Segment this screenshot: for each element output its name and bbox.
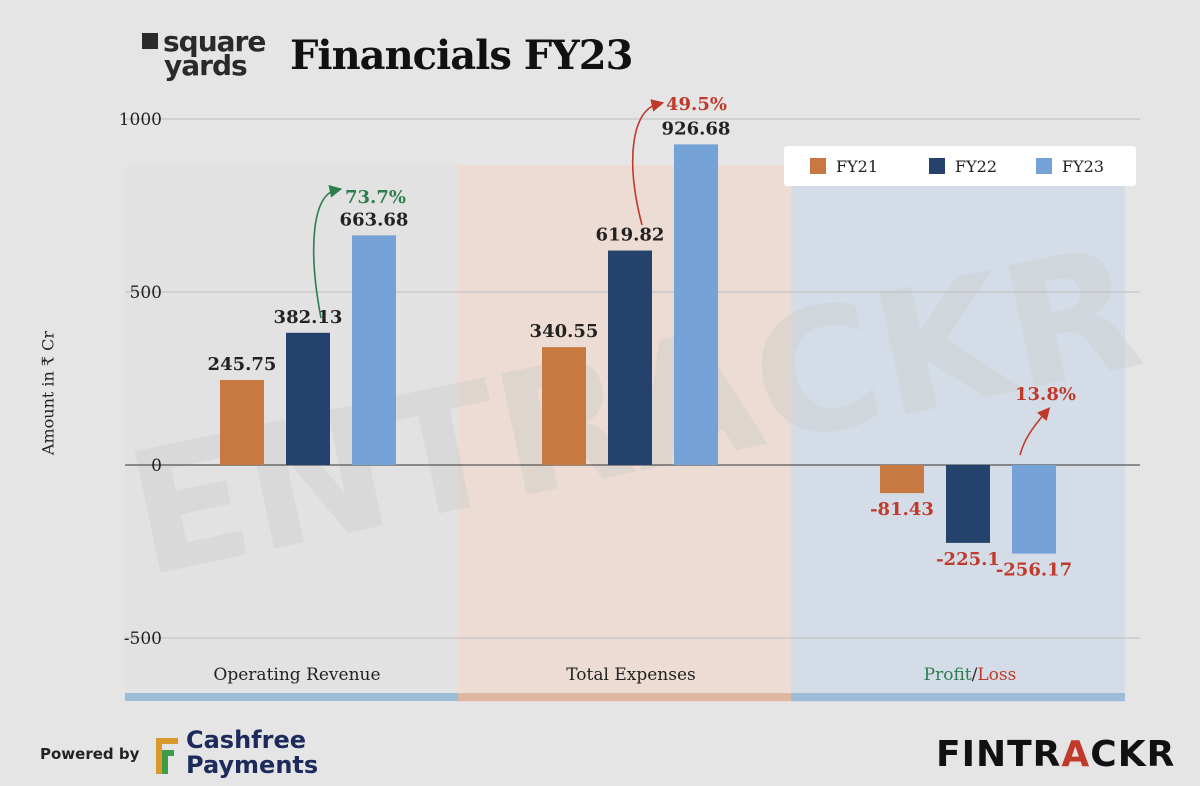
bar <box>542 347 586 465</box>
chart-title: Financials FY23 <box>290 32 633 79</box>
legend-item-fy22: FY22 <box>929 157 997 176</box>
data-label: 619.82 <box>596 225 665 246</box>
y-tick-label: -500 <box>124 629 162 649</box>
cashfree-wordmark: Cashfree Payments <box>186 728 318 778</box>
data-label: -81.43 <box>870 499 934 520</box>
bar <box>880 465 924 494</box>
powered-by-label: Powered by <box>40 745 140 763</box>
data-label: -225.1 <box>936 549 1000 570</box>
data-label: -256.17 <box>996 560 1072 581</box>
data-label: 926.68 <box>662 118 731 139</box>
panel-profit-loss <box>791 165 1125 702</box>
fintrackr-logo: FINTRACKR <box>936 734 1175 775</box>
legend-label: FY22 <box>955 157 998 176</box>
legend: FY21 FY22 FY23 <box>784 146 1136 186</box>
growth-arrow <box>631 99 665 226</box>
bar <box>352 235 396 465</box>
category-label-profit-loss: Profit/Loss <box>924 665 1017 685</box>
bar <box>946 465 990 543</box>
company-logo: square yards <box>142 28 266 82</box>
profit-label: Profit <box>924 665 972 685</box>
bar <box>286 332 330 465</box>
logo-line-2: yards <box>164 49 248 82</box>
y-tick-label: 1000 <box>119 110 162 130</box>
cashfree-logo-icon <box>156 738 178 774</box>
y-tick-label: 0 <box>151 456 162 476</box>
category-label: Operating Revenue <box>213 665 380 685</box>
growth-label: 13.8% <box>1015 384 1076 405</box>
growth-arrow <box>1019 407 1051 456</box>
panel-band-total-expenses <box>458 693 791 701</box>
category-label: Total Expenses <box>566 665 695 685</box>
logo-line-1: square <box>163 25 266 58</box>
legend-item-fy21: FY21 <box>810 157 878 176</box>
separator-label: / <box>972 665 978 685</box>
bar <box>1012 465 1056 554</box>
bar <box>608 250 652 465</box>
square-logo-mark <box>142 33 158 49</box>
growth-label: 73.7% <box>345 187 406 208</box>
data-label: 382.13 <box>274 307 343 328</box>
sponsor-line-2: Payments <box>186 751 319 779</box>
legend-label: FY23 <box>1062 157 1105 176</box>
data-label: 245.75 <box>208 354 277 375</box>
legend-swatch <box>810 158 826 174</box>
logo-part-accent: A <box>1061 734 1091 775</box>
legend-item-fy23: FY23 <box>1036 157 1104 176</box>
data-label: 663.68 <box>340 209 409 230</box>
legend-label: FY21 <box>836 157 879 176</box>
logo-part: CKR <box>1090 734 1176 775</box>
panel-band-profit-loss <box>791 693 1125 701</box>
growth-label: 49.5% <box>666 94 727 115</box>
legend-swatch <box>929 158 945 174</box>
y-tick-label: 500 <box>130 283 162 303</box>
panel-band-operating-revenue <box>125 693 458 701</box>
loss-label: Loss <box>977 665 1016 685</box>
bar <box>674 144 718 465</box>
data-label: 340.55 <box>530 321 599 342</box>
growth-arrow <box>312 185 343 319</box>
legend-swatch <box>1036 158 1052 174</box>
logo-part: FINTR <box>936 734 1062 775</box>
bar <box>220 379 264 465</box>
sponsor-line-1: Cashfree <box>186 726 307 754</box>
